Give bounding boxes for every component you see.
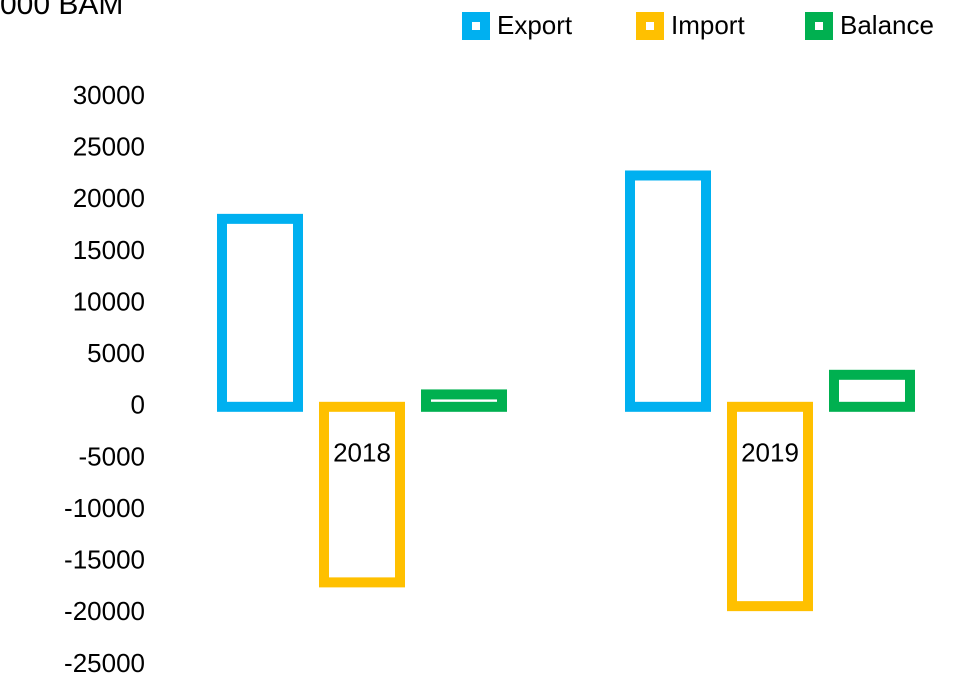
bar xyxy=(217,213,303,412)
y-tick-label: 20000 xyxy=(73,183,145,213)
y-tick-label: 0 xyxy=(131,390,145,420)
bar xyxy=(625,170,711,412)
y-tick-label: -10000 xyxy=(64,493,145,523)
legend-swatch-inner xyxy=(472,22,480,30)
y-tick-label: -20000 xyxy=(64,596,145,626)
bar xyxy=(829,369,915,412)
y-tick-label: 15000 xyxy=(73,235,145,265)
y-tick-label: 25000 xyxy=(73,132,145,162)
legend-label: Export xyxy=(497,10,573,40)
y-tick-label: -15000 xyxy=(64,545,145,575)
x-tick-label: 2019 xyxy=(741,438,799,468)
y-tick-label: 5000 xyxy=(87,338,145,368)
bar xyxy=(421,389,507,412)
bar xyxy=(727,401,813,612)
chart-title: 000 BAM xyxy=(0,0,123,21)
bar xyxy=(319,401,405,588)
y-tick-label: 30000 xyxy=(73,80,145,110)
y-tick-label: -5000 xyxy=(79,441,146,471)
legend-swatch-inner xyxy=(646,22,654,30)
legend-swatch-inner xyxy=(815,22,823,30)
y-tick-label: -25000 xyxy=(64,648,145,678)
x-tick-label: 2018 xyxy=(333,438,391,468)
y-tick-label: 10000 xyxy=(73,286,145,316)
legend-label: Balance xyxy=(840,10,934,40)
legend-label: Import xyxy=(671,10,745,40)
